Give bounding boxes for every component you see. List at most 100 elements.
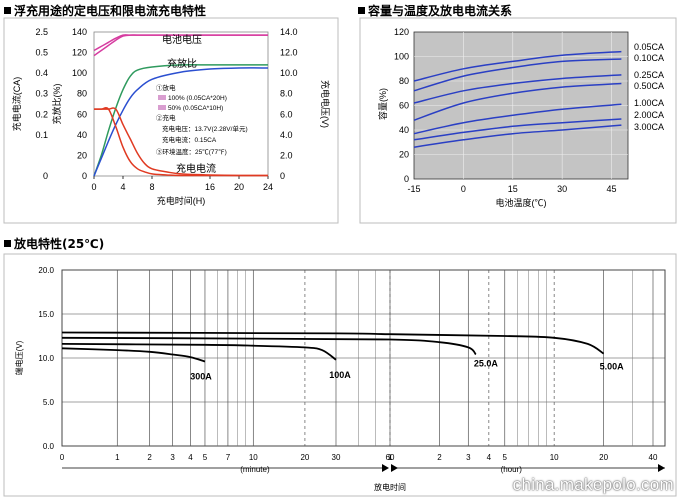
float-voltage-tick-label: 6.0 — [280, 109, 293, 119]
discharge-minute-unit: (minute) — [240, 465, 270, 474]
discharge-series-label: 25.0A — [474, 358, 499, 368]
float-ratio-tick-label: 20 — [77, 150, 87, 160]
temp-series-label: 0.05CA — [634, 42, 664, 52]
float-current-tick-label: 0.4 — [35, 68, 48, 78]
discharge-hour-tick-label: 1 — [388, 453, 393, 462]
float-ratio-tick-label: 80 — [77, 89, 87, 99]
float-annotation: 电池电压 — [162, 33, 202, 46]
float-ratio-tick-label: 100 — [72, 68, 87, 78]
float-voltage-tick-label: 8.0 — [280, 89, 293, 99]
float-voltage-tick-label: 12.0 — [280, 48, 298, 58]
discharge-minute-tick-label: 5 — [203, 453, 208, 462]
temp-series-label: 0.10CA — [634, 53, 664, 63]
float-x-tick-label: 20 — [234, 182, 244, 192]
float-plot-area — [93, 31, 269, 177]
float-series-line-3 — [93, 67, 269, 177]
float-current-tick-label: 0.3 — [35, 89, 48, 99]
float-x-tick-label: 0 — [91, 182, 96, 192]
discharge-series-label: 100A — [329, 370, 351, 380]
float-ratio-tick-label: 40 — [77, 130, 87, 140]
temp-series-label: 3.00CA — [634, 122, 664, 132]
discharge-minute-tick-label: 20 — [300, 453, 309, 462]
discharge-hour-tick-label: 5 — [503, 453, 508, 462]
temp-series-label: 0.25CA — [634, 70, 664, 80]
discharge-minute-tick-label: 3 — [170, 453, 175, 462]
float-current-axis-label: 充电电流(CA) — [11, 77, 22, 132]
discharge-hour-tick-label: 10 — [550, 453, 559, 462]
float-legend-item: ②充电 — [156, 113, 176, 122]
float-ratio-tick-label: 140 — [72, 27, 87, 37]
float-legend-item: 50% (0.05CA*10H) — [168, 105, 223, 112]
bullet-square-icon — [4, 7, 11, 14]
temp-x-tick-label: 15 — [508, 184, 518, 194]
float-ratio-tick-label: 60 — [77, 109, 87, 119]
float-current-tick-label: 0 — [43, 171, 48, 181]
float-voltage-tick-label: 14.0 — [280, 27, 298, 37]
discharge-minute-tick-label: 1 — [115, 453, 120, 462]
float-legend-swatch — [158, 95, 166, 100]
float-voltage-tick-label: 4.0 — [280, 130, 293, 140]
float-series-line-1 — [93, 34, 268, 57]
discharge-hour-unit: (hour) — [501, 465, 523, 474]
float-chart-title: 浮充用途的定电压和限电流充电特性 — [4, 2, 206, 19]
discharge-y-tick-label: 15.0 — [38, 310, 54, 319]
temp-chart-title: 容量与温度及放电电流关系 — [358, 2, 512, 19]
axis-arrow-icon — [391, 464, 398, 472]
discharge-y-tick-label: 0.0 — [43, 442, 55, 451]
discharge-minute-tick-label: 30 — [332, 453, 341, 462]
discharge-series-line-1 — [61, 343, 337, 361]
float-series-line-5 — [94, 107, 268, 177]
discharge-y-tick-label: 5.0 — [43, 398, 55, 407]
discharge-minute-tick-label: 10 — [249, 453, 258, 462]
float-voltage-axis-label: 充电电压(V) — [320, 80, 331, 128]
temp-x-axis-label: 电池温度(℃) — [496, 197, 547, 208]
discharge-hour-tick-label: 20 — [599, 453, 608, 462]
float-voltage-tick-label: 0 — [280, 171, 285, 181]
watermark-text: china.makepolo.com — [512, 475, 674, 494]
float-legend-item: ①放电 — [156, 83, 176, 92]
discharge-hour-tick-label: 3 — [466, 453, 471, 462]
float-current-tick-label: 0.1 — [35, 130, 48, 140]
temp-y-tick-label: 80 — [399, 76, 409, 86]
discharge-x-axis-label: 放电时间 — [374, 482, 406, 492]
temp-y-tick-label: 40 — [399, 125, 409, 135]
discharge-series-label: 300A — [190, 372, 212, 382]
float-voltage-tick-label: 10.0 — [280, 68, 298, 78]
float-current-tick-label: 0.2 — [35, 109, 48, 119]
temp-x-tick-label: 30 — [557, 184, 567, 194]
temp-series-line-6 — [413, 124, 622, 148]
temp-series-line-1 — [413, 58, 622, 92]
temp-y-tick-label: 100 — [394, 52, 409, 62]
axis-arrow-icon — [382, 464, 389, 472]
discharge-series-label: 5.00A — [600, 362, 625, 372]
temp-series-label: 1.00CA — [634, 98, 664, 108]
bullet-square-icon — [358, 7, 365, 14]
discharge-hour-tick-label: 4 — [487, 453, 492, 462]
axis-arrow-icon — [658, 464, 665, 472]
float-x-tick-label: 4 — [120, 182, 125, 192]
float-ratio-tick-label: 0 — [82, 171, 87, 181]
discharge-y-tick-label: 10.0 — [38, 354, 54, 363]
float-x-axis-label: 充电时间(H) — [157, 195, 206, 206]
temp-x-tick-label: 0 — [461, 184, 466, 194]
float-legend-item: ③环境温度：25℃(77℉) — [156, 147, 227, 156]
discharge-minute-tick-label: 60 — [386, 453, 395, 462]
float-ratio-axis-label: 充放比(%) — [51, 84, 62, 125]
temp-series-line-4 — [413, 103, 622, 135]
temp-series-label: 2.00CA — [634, 110, 664, 120]
temp-y-tick-label: 0 — [404, 174, 409, 184]
discharge-series-line-0 — [61, 347, 206, 363]
float-current-tick-label: 2.5 — [35, 27, 48, 37]
temp-x-tick-label: 45 — [607, 184, 617, 194]
float-legend-item: 100% (0.05CA*20H) — [168, 95, 227, 102]
float-x-tick-label: 8 — [149, 182, 154, 192]
discharge-series-line-2 — [61, 336, 477, 356]
float-annotation: 充放比 — [167, 57, 197, 70]
temp-y-axis-label: 容量(%) — [377, 88, 388, 120]
float-ratio-tick-label: 120 — [72, 48, 87, 58]
float-legend-swatch — [158, 105, 166, 110]
discharge-minute-tick-label: 2 — [147, 453, 152, 462]
float-legend-item: 充电电流：0.15CA — [162, 135, 217, 144]
discharge-minute-tick-label: 0 — [60, 453, 65, 462]
temp-y-tick-label: 120 — [394, 27, 409, 37]
